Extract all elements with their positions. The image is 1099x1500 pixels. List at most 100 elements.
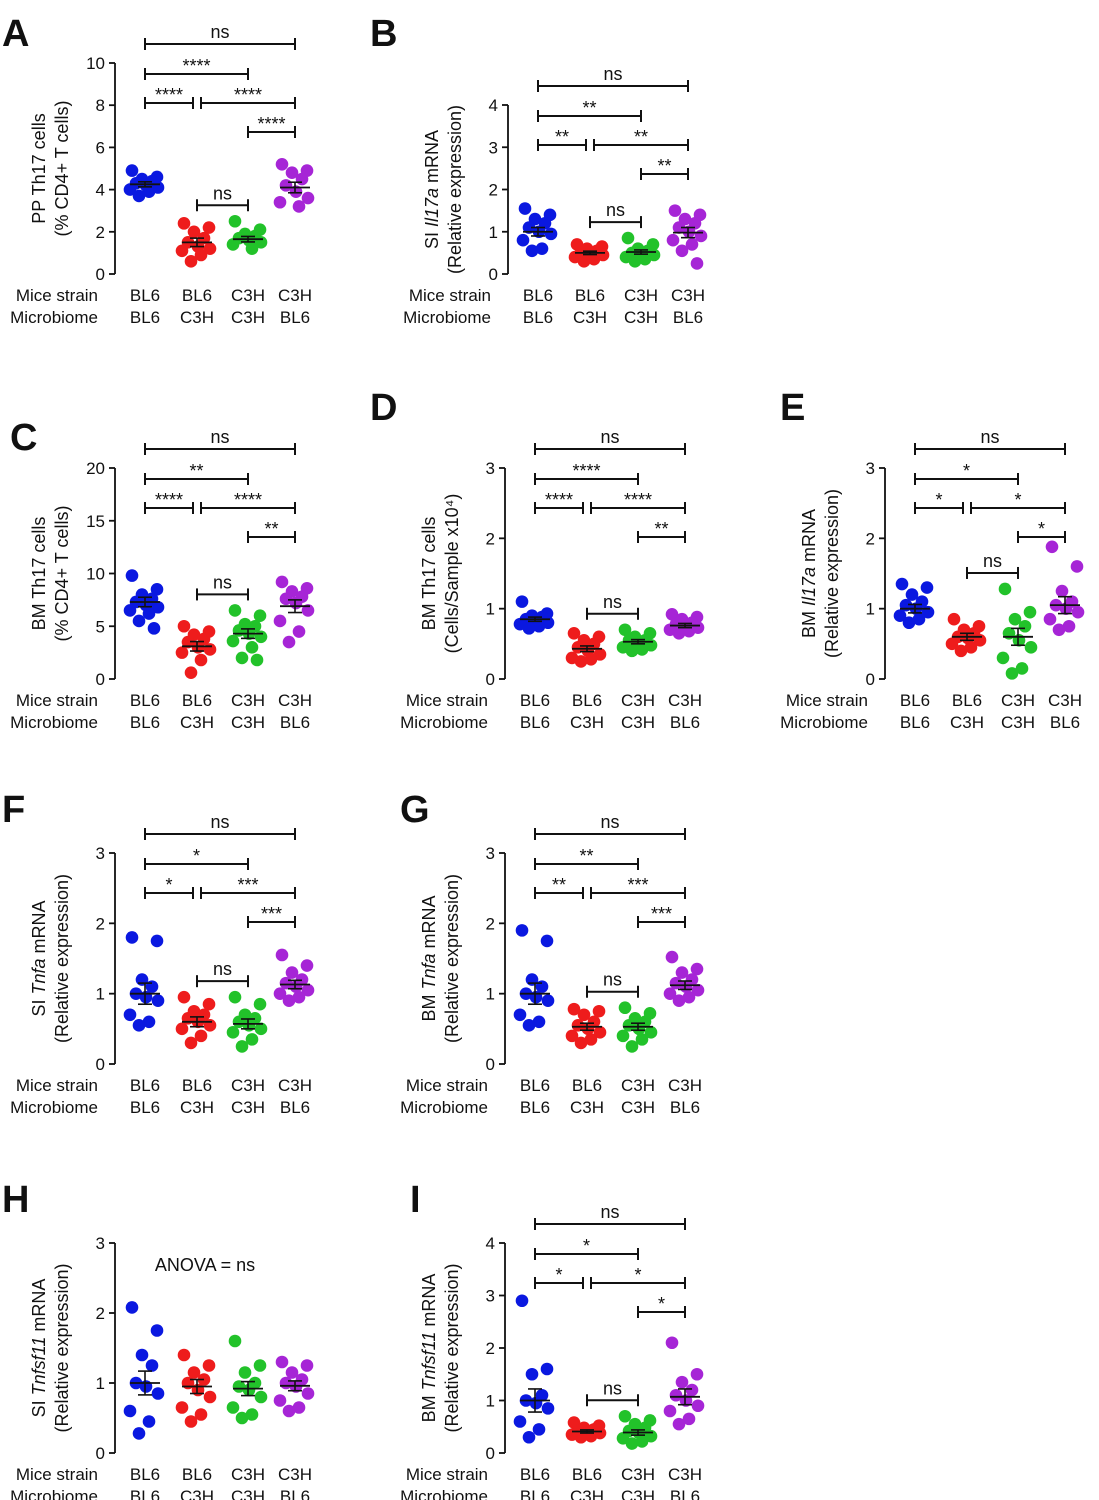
data-point [675,1375,689,1389]
y-tick-label: 3 [486,844,495,863]
x-category-strain: BL6 [182,1076,212,1095]
data-point [226,1401,240,1414]
sig-label: ns [603,64,622,84]
x-category-microbiome: BL6 [280,713,310,732]
y-axis-label: (Relative expression) [445,105,465,274]
x-row-label-microbiome: Microbiome [10,308,98,327]
panel-g: G 0 1 2 3 BM Tnfa mRNA (Relative expression) Mi… [400,789,705,1117]
sig-label: ns [606,200,625,220]
data-point [541,994,555,1007]
x-row-label-microbiome: Microbiome [780,713,868,732]
y-tick-label: 3 [96,844,105,863]
data-point [151,994,165,1007]
data-point [254,630,268,644]
data-point [145,980,159,993]
x-category-microbiome: BL6 [670,713,700,732]
data-point [574,1430,588,1444]
x-category-strain: C3H [278,286,312,305]
y-axis-label: (Relative expression) [52,1263,72,1432]
x-category-microbiome: C3H [231,1098,265,1117]
y-tick-label: 4 [96,181,105,200]
y-tick-label: 6 [96,138,105,157]
x-row-label-strain: Mice strain [409,286,491,305]
sig-label: ** [264,519,278,539]
data-point [625,1437,639,1450]
data-point [522,221,536,234]
panel-letter: I [410,1179,421,1221]
data-point [665,1336,679,1350]
data-point [618,1001,632,1015]
data-point [177,619,191,633]
data-point [123,183,137,196]
x-row-label-microbiome: Microbiome [400,1098,488,1117]
panel-d: D 0 1 2 3 BM Th17 cells (Cells/Sample x10⁴) Mic… [370,387,705,732]
data-point [635,643,649,656]
sig-label: ns [210,812,229,832]
y-tick-label: 8 [96,96,105,115]
x-category-strain: BL6 [952,691,982,710]
data-point [675,244,689,258]
y-tick-label: 2 [489,181,498,200]
x-category-strain: C3H [278,1465,312,1484]
data-point [245,242,259,255]
data-point [245,641,259,654]
panel-letter: F [2,789,25,831]
data-point [577,1008,591,1022]
data-point [920,581,934,594]
data-point [238,1366,252,1379]
sig-label: ns [213,183,232,203]
x-category-microbiome: C3H [180,713,214,732]
sig-label: ns [600,1202,619,1222]
data-point [618,623,632,637]
sig-label: * [1014,490,1021,510]
data-point [522,1019,536,1032]
data-point [142,1415,156,1428]
data-point [954,644,968,658]
sig-label: **** [155,85,183,105]
data-point [945,637,959,651]
data-point [522,1430,536,1444]
data-point [593,1026,607,1039]
panel-letter: G [400,789,430,831]
data-point [123,604,137,617]
data-point [665,950,679,964]
data-point [132,189,146,203]
y-tick-label: 0 [96,265,105,284]
x-category-microbiome: BL6 [130,1487,160,1500]
x-category-strain: BL6 [130,1076,160,1095]
data-point [253,997,267,1011]
data-point [245,1408,259,1421]
panel-e: E 0 1 2 3 BM Il17a mRNA (Relative expression) M… [780,387,1085,732]
y-tick-label: 2 [96,914,105,933]
data-point [525,244,539,258]
data-point [685,1383,699,1397]
data-point [515,1294,529,1308]
data-point [996,651,1010,665]
y-tick-label: 4 [486,1234,495,1253]
data-point [295,172,309,186]
data-point [682,990,696,1004]
data-point [273,195,287,209]
sig-label: **** [234,490,262,510]
data-point [235,1040,249,1053]
x-row-label-microbiome: Microbiome [10,713,98,732]
y-tick-label: 2 [486,1339,495,1358]
data-point [532,1015,546,1029]
data-point [584,653,598,666]
data-point [125,569,139,582]
panel-letter: B [370,13,397,55]
data-point [285,1366,299,1379]
panel-c: C 0 5 10 15 20 BM Th17 cells (% CD4+ T cells) Mi… [10,417,315,732]
data-point [675,966,689,979]
data-point [513,1008,527,1022]
sig-label: ** [189,461,203,481]
data-point [289,980,303,993]
x-category-microbiome: BL6 [900,713,930,732]
data-point [228,1334,242,1348]
x-category-microbiome: C3H [624,308,658,327]
data-point [1062,619,1076,633]
data-point [132,1427,146,1440]
x-category-microbiome: BL6 [280,1487,310,1500]
x-row-label-strain: Mice strain [406,691,488,710]
y-tick-label: 0 [866,670,875,689]
